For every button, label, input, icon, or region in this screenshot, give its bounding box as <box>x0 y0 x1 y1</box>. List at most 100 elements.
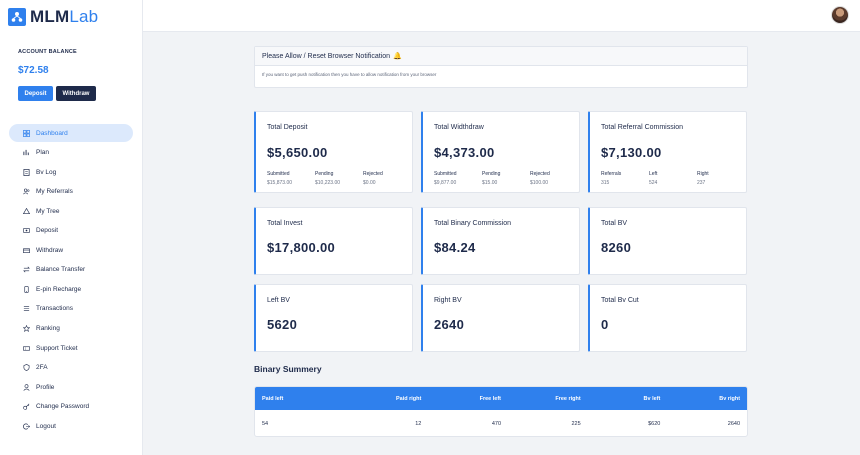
card-title: Total BV <box>601 220 628 227</box>
sidebar-item-e-pin-recharge[interactable]: E-pin Recharge <box>9 280 133 298</box>
column-header: Bv right <box>719 395 741 402</box>
card-left-bv: Left BV 5620 <box>254 284 413 352</box>
log-icon <box>22 168 30 176</box>
sidebar-item-label: My Referrals <box>36 188 73 196</box>
sidebar-item-label: Dashboard <box>36 129 68 137</box>
sidebar-item-label: Profile <box>36 383 55 391</box>
notification-text: If you want to get push notification the… <box>262 72 437 77</box>
notification-title: Please Allow / Reset Browser Notificatio… <box>262 52 390 60</box>
sidebar-item-2fa[interactable]: 2FA <box>9 359 133 377</box>
card-subs: Submitted $15,873.00 Pending $10,223.00 Re… <box>267 171 411 186</box>
deposit-button[interactable]: Deposit <box>18 86 53 101</box>
column-header: Bv left <box>643 395 661 402</box>
sub-left: Left 524 <box>649 171 658 186</box>
logo-icon <box>8 8 26 26</box>
card-subs: Submitted $9,877.00 Pending $15.00 Rejecte… <box>434 171 578 186</box>
sidebar-item-my-tree[interactable]: My Tree <box>9 202 133 220</box>
sidebar-item-label: Balance Transfer <box>36 266 86 274</box>
column-header: Paid left <box>262 395 284 402</box>
sidebar-item-dashboard[interactable]: Dashboard <box>9 124 133 142</box>
sidebar-item-label: Transactions <box>36 305 73 313</box>
sidebar-item-label: Change Password <box>36 403 90 411</box>
sidebar-item-change-password[interactable]: Change Password <box>9 398 133 416</box>
card-value: 5620 <box>267 317 298 332</box>
sidebar-item-ranking[interactable]: Ranking <box>9 319 133 337</box>
notification-panel: Please Allow / Reset Browser Notificatio… <box>254 46 748 88</box>
sub-rejected: Rejected $100.00 <box>530 171 550 186</box>
sidebar-item-logout[interactable]: Logout <box>9 417 133 435</box>
sidebar-item-label: Withdraw <box>36 246 64 254</box>
card-title: Total Invest <box>267 220 303 227</box>
sidebar-item-transactions[interactable]: Transactions <box>9 300 133 318</box>
card-title: Right BV <box>434 297 462 304</box>
card-total-bv: Total BV 8260 <box>588 207 747 275</box>
notification-title-bar: Please Allow / Reset Browser Notificatio… <box>255 47 747 66</box>
card-total-invest: Total Invest $17,800.00 <box>254 207 413 275</box>
card-value: $17,800.00 <box>267 240 336 255</box>
profile-icon <box>22 383 30 391</box>
sidebar-item-my-referrals[interactable]: My Referrals <box>9 183 133 201</box>
sidebar-nav: Dashboard Plan Bv Log My Referrals My Tr… <box>9 124 133 437</box>
sub-submitted: Submitted $15,873.00 <box>267 171 293 186</box>
sub-rejected: Rejected $0.00 <box>363 171 383 186</box>
table-row: 54 12 470 225 $620 2640 <box>255 410 747 436</box>
card-title: Total Referral Commission <box>601 124 684 131</box>
table-cell: 470 <box>491 421 502 427</box>
sidebar: MLMLab ACCOUNT BALANCE $72.58 Deposit Wi… <box>0 0 143 455</box>
account-balance-value: $72.58 <box>18 65 49 76</box>
sidebar-item-profile[interactable]: Profile <box>9 378 133 396</box>
sidebar-item-deposit[interactable]: Deposit <box>9 222 133 240</box>
sub-submitted: Submitted $9,877.00 <box>434 171 457 186</box>
pin-icon <box>22 285 30 293</box>
card-title: Total Deposit <box>267 124 308 131</box>
withdraw-icon <box>22 246 30 254</box>
card-total-referral-commission: Total Referral Commission $7,130.00 Refe… <box>588 111 747 193</box>
shield-icon <box>22 364 30 372</box>
column-header: Paid right <box>395 395 422 402</box>
sidebar-item-label: Support Ticket <box>36 344 78 352</box>
avatar[interactable] <box>831 6 849 24</box>
table-header: Paid left Paid right Free left Free righ… <box>255 387 747 410</box>
sub-pending: Pending $10,223.00 <box>315 171 341 186</box>
sidebar-item-bv-log[interactable]: Bv Log <box>9 163 133 181</box>
sidebar-item-plan[interactable]: Plan <box>9 144 133 162</box>
card-value: $84.24 <box>434 240 476 255</box>
table-cell: 225 <box>571 421 581 427</box>
card-value: $4,373.00 <box>434 145 495 160</box>
ranking-icon <box>22 324 30 332</box>
sidebar-item-withdraw[interactable]: Withdraw <box>9 241 133 259</box>
sidebar-item-label: E-pin Recharge <box>36 285 82 293</box>
sidebar-item-label: 2FA <box>36 364 48 372</box>
card-title: Total Binary Commission <box>434 220 512 227</box>
logo[interactable]: MLMLab <box>8 7 99 26</box>
column-header: Free right <box>555 395 581 402</box>
sub-right: Right 237 <box>697 171 709 186</box>
transactions-icon <box>22 305 30 313</box>
logo-text: MLMLab <box>30 7 99 26</box>
card-title: Left BV <box>267 297 290 304</box>
grid-icon <box>22 129 30 137</box>
chart-icon <box>22 149 30 157</box>
withdraw-button[interactable]: Withdraw <box>56 86 96 101</box>
card-value: 8260 <box>601 240 632 255</box>
table-cell: 12 <box>415 421 422 427</box>
card-total-deposit: Total Deposit $5,650.00 Submitted $15,873… <box>254 111 413 193</box>
card-value: 2640 <box>434 317 465 332</box>
sub-referrals: Referrals 315 <box>601 171 622 186</box>
binary-summary-title: Binary Summery <box>254 364 322 374</box>
sidebar-item-balance-transfer[interactable]: Balance Transfer <box>9 261 133 279</box>
account-balance-label: ACCOUNT BALANCE <box>18 49 77 55</box>
card-total-withdraw: Total Widthdraw $4,373.00 Submitted $9,87… <box>421 111 580 193</box>
tree-icon <box>22 207 30 215</box>
card-value: $5,650.00 <box>267 145 328 160</box>
card-title: Total Bv Cut <box>601 297 639 304</box>
key-icon <box>22 403 30 411</box>
bell-icon: 🔔 <box>393 53 402 60</box>
sidebar-item-support-ticket[interactable]: Support Ticket <box>9 339 133 357</box>
sidebar-item-label: Plan <box>36 149 50 157</box>
sidebar-item-label: Bv Log <box>36 168 57 176</box>
card-value: $7,130.00 <box>601 145 662 160</box>
card-total-binary-commission: Total Binary Commission $84.24 <box>421 207 580 275</box>
sidebar-item-label: Logout <box>36 422 56 430</box>
card-title: Total Widthdraw <box>434 124 484 131</box>
